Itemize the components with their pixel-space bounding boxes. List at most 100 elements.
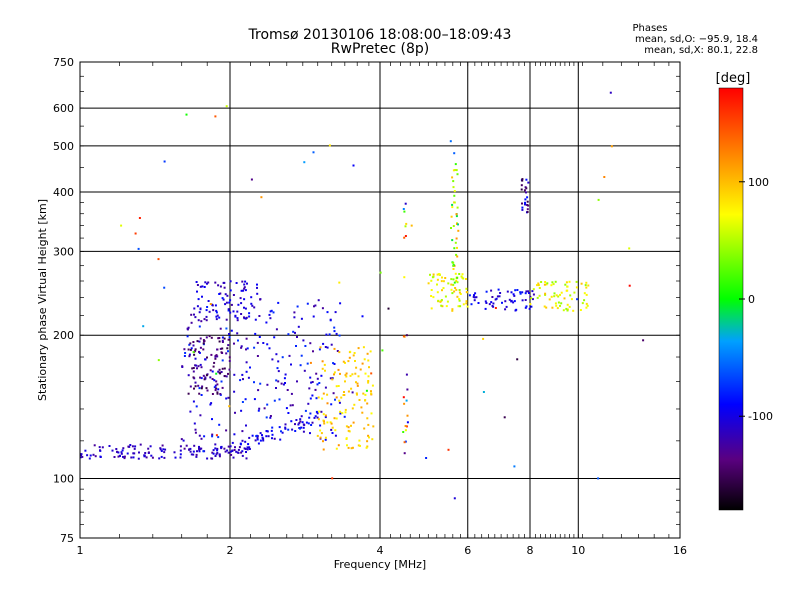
data-point <box>451 292 454 295</box>
data-point <box>193 313 195 316</box>
data-point <box>231 450 234 452</box>
data-point <box>190 453 193 456</box>
data-point <box>308 416 311 419</box>
data-point <box>244 398 247 401</box>
data-point <box>442 280 445 283</box>
data-point <box>144 452 147 454</box>
data-point <box>453 152 456 155</box>
data-point <box>324 414 327 417</box>
data-point <box>202 450 205 453</box>
data-point <box>528 307 531 310</box>
data-point <box>609 91 612 94</box>
data-point <box>568 280 571 283</box>
data-point <box>277 380 280 383</box>
data-point <box>290 363 292 366</box>
data-point <box>316 377 319 380</box>
data-point <box>270 429 273 432</box>
data-point <box>319 424 322 427</box>
data-point <box>559 293 561 296</box>
data-point <box>296 336 298 338</box>
data-point <box>224 293 227 296</box>
data-point <box>199 448 202 450</box>
data-point <box>473 299 476 302</box>
data-point <box>300 317 303 320</box>
data-point <box>243 298 246 301</box>
data-point <box>366 352 369 355</box>
data-point <box>306 362 309 365</box>
data-point <box>456 246 458 249</box>
data-point <box>332 362 335 365</box>
data-point <box>367 423 370 426</box>
data-point <box>138 451 140 454</box>
data-point <box>293 311 296 314</box>
data-point <box>307 402 310 405</box>
data-point <box>225 301 228 304</box>
data-point <box>226 294 229 297</box>
data-point <box>349 374 352 377</box>
data-point <box>494 307 497 309</box>
data-point <box>225 105 228 108</box>
data-point <box>312 350 314 353</box>
data-point <box>211 451 214 454</box>
data-point <box>81 455 84 458</box>
data-point <box>290 392 293 395</box>
data-point <box>566 309 569 312</box>
data-point <box>315 397 318 400</box>
data-point <box>506 290 509 293</box>
data-point <box>538 294 541 297</box>
data-point <box>203 286 206 288</box>
data-point <box>127 445 130 448</box>
data-point <box>402 431 405 433</box>
data-point <box>321 307 324 310</box>
data-point <box>189 385 192 388</box>
data-point <box>244 440 247 443</box>
data-point <box>366 445 369 448</box>
data-point <box>195 364 198 367</box>
data-point <box>552 283 555 286</box>
data-point <box>345 425 348 428</box>
data-point <box>568 305 571 308</box>
data-point <box>266 383 269 386</box>
data-point <box>277 360 280 363</box>
data-point <box>199 285 202 288</box>
data-point <box>123 457 126 460</box>
data-point <box>164 448 167 451</box>
data-point <box>80 454 82 457</box>
data-point <box>584 284 587 287</box>
data-point <box>628 247 631 250</box>
data-point <box>307 422 310 425</box>
data-point <box>339 302 342 305</box>
data-point <box>551 281 554 284</box>
x-tick-label: 4 <box>377 544 384 557</box>
data-point <box>259 298 262 301</box>
data-point <box>564 283 567 286</box>
data-point <box>473 294 475 297</box>
data-point <box>610 145 613 148</box>
data-point <box>202 342 205 345</box>
data-point <box>550 284 553 287</box>
data-point <box>225 327 228 330</box>
data-point <box>457 223 459 226</box>
data-point <box>248 446 251 449</box>
data-point <box>430 295 433 297</box>
data-point <box>333 373 335 376</box>
data-point <box>220 351 223 354</box>
data-point <box>403 236 406 239</box>
data-point <box>273 399 276 402</box>
data-point <box>275 353 278 356</box>
data-point <box>566 289 569 292</box>
data-point <box>444 277 447 279</box>
data-point <box>309 376 312 379</box>
data-point <box>203 340 206 343</box>
data-point <box>320 374 323 377</box>
data-point <box>356 393 358 396</box>
data-point <box>280 430 282 433</box>
data-point <box>205 374 208 377</box>
data-point <box>261 436 264 439</box>
data-point <box>334 434 337 437</box>
data-point <box>282 383 285 386</box>
data-point <box>205 319 208 322</box>
data-point <box>206 457 209 460</box>
data-point <box>494 298 497 301</box>
data-point <box>451 206 454 209</box>
